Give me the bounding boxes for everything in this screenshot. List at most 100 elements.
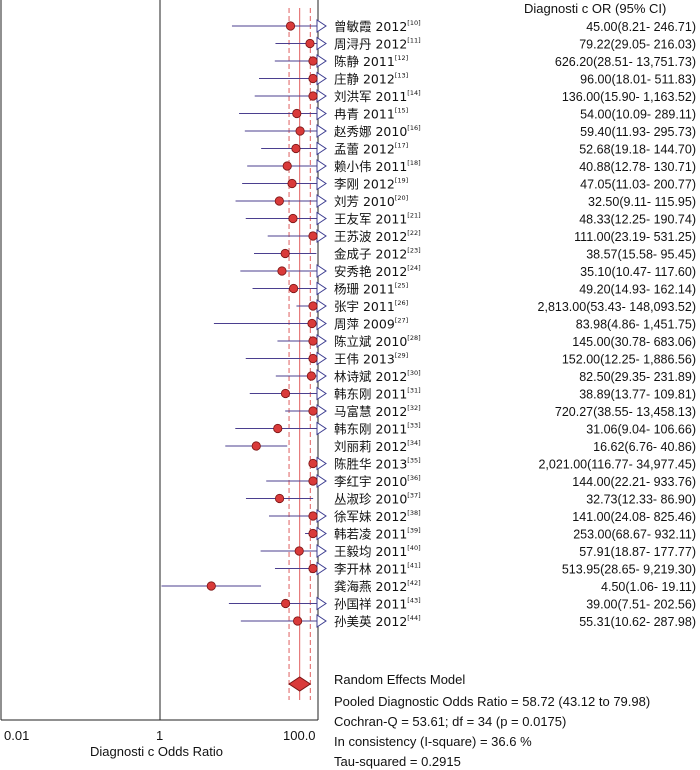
ci-arrow [316, 194, 327, 208]
point-estimate [308, 353, 318, 364]
study-ref: [44] [407, 614, 420, 622]
point-estimate [308, 528, 318, 539]
study-name: 孟蕾 2012 [334, 142, 395, 157]
study-row: 刘芳 2010[20] 32.50(9.11- 115.95) [235, 194, 696, 209]
study-ref: [14] [407, 89, 420, 97]
study-name: 韩若凌 2011 [334, 527, 407, 542]
study-or-value: 57.91(18.87- 177.77) [579, 545, 696, 559]
ci-arrow [316, 54, 327, 68]
study-label: 徐军妹 2012[38] [334, 509, 421, 524]
study-row: 周浔丹 2012[11] 79.22(29.05- 216.03) [275, 37, 696, 52]
study-name: 张宇 2011 [334, 299, 395, 314]
study-row: 张宇 2011[26] 2,813.00(53.43- 148,093.52) [296, 299, 696, 314]
study-name: 庄静 2012 [334, 72, 395, 87]
study-name: 曾敏霞 2012 [334, 19, 407, 34]
study-label: 杨珊 2011[25] [334, 282, 408, 297]
study-ref: [26] [395, 299, 408, 307]
study-label: 刘丽莉 2012[34] [334, 439, 421, 454]
study-or-value: 253.00(68.67- 932.11) [573, 528, 696, 542]
study-name: 赖小伟 2011 [334, 159, 407, 174]
study-name: 王毅均 2011 [334, 544, 407, 559]
summary-model: Random Effects Model [334, 672, 466, 687]
study-label: 张宇 2011[26] [334, 299, 408, 314]
study-row: 龚海燕 2012[42] 4.50(1.06- 19.11) [161, 579, 696, 594]
ci-arrow [316, 141, 327, 156]
ci-arrow [316, 264, 327, 278]
study-ref: [28] [407, 334, 420, 342]
study-ref: [23] [407, 247, 420, 255]
ci-arrow [316, 561, 327, 576]
study-or-value: 2,813.00(53.43- 148,093.52) [538, 300, 696, 314]
study-row: 王苏波 2012[22] 111.00(23.19- 531.25) [267, 229, 696, 244]
point-estimate [293, 616, 303, 626]
study-or-value: 32.50(9.11- 115.95) [588, 195, 696, 209]
point-estimate [206, 581, 216, 591]
study-name: 李红宇 2010 [334, 474, 407, 489]
ci-arrow [316, 211, 327, 226]
study-ref: [11] [407, 37, 420, 45]
study-row: 王友军 2011[21] 48.33(12.25- 190.74) [245, 211, 696, 227]
study-row: 金成子 2012[23] 38.57(15.58- 95.45) [254, 247, 696, 262]
study-or-value: 136.00(15.90- 1,163.52) [562, 90, 696, 104]
study-or-value: 96.00(18.01- 511.83) [580, 73, 696, 87]
study-row: 李刚 2012[19] 47.05(11.03- 200.77) [242, 177, 696, 192]
study-name: 金成子 2012 [334, 247, 407, 262]
study-label: 李开林 2011[41] [334, 562, 421, 577]
point-estimate [308, 336, 318, 346]
ci-arrow [316, 316, 327, 331]
study-label: 王友军 2011[21] [334, 212, 421, 227]
study-row: 庄静 2012[13] 96.00(18.01- 511.83) [258, 72, 696, 87]
point-estimate [291, 143, 301, 154]
study-label: 周萍 2009[27] [334, 317, 408, 332]
point-estimate [292, 108, 302, 119]
point-estimate [308, 458, 318, 469]
study-row: 韩东刚 2011[33] 31.06(9.04- 106.66) [235, 422, 696, 437]
study-or-value: 38.57(15.58- 95.45) [586, 248, 696, 262]
ci-arrow [316, 299, 327, 313]
study-ref: [21] [407, 212, 420, 220]
study-ref: [34] [407, 439, 420, 447]
study-ref: [43] [407, 597, 420, 605]
study-label: 丛淑珍 2010[37] [334, 492, 421, 507]
study-ref: [36] [407, 474, 420, 482]
study-name: 刘芳 2010 [334, 194, 395, 209]
study-label: 孟蕾 2012[17] [334, 142, 408, 157]
study-or-value: 79.22(29.05- 216.03) [579, 38, 696, 52]
study-label: 孙美英 2012[44] [334, 614, 421, 629]
study-name: 韩东刚 2011 [334, 387, 407, 402]
study-name: 王伟 2013 [334, 352, 395, 367]
study-label: 安秀艳 2012[24] [334, 264, 421, 279]
study-or-value: 720.27(38.55- 13,458.13) [555, 405, 696, 419]
study-name: 刘丽莉 2012 [334, 439, 407, 454]
study-label: 陈立斌 2010[28] [334, 334, 421, 349]
point-estimate [308, 511, 318, 521]
summary-pooled: Pooled Diagnostic Odds Ratio = 58.72 (43… [334, 694, 651, 709]
study-row: 丛淑珍 2010[37] 32.73(12.33- 86.90) [245, 492, 696, 507]
study-row: 林诗斌 2012[30] 82.50(29.35- 231.89) [275, 369, 696, 384]
study-label: 刘洪军 2011[14] [334, 89, 421, 104]
study-label: 韩东刚 2011[31] [334, 387, 421, 402]
ci-arrow [316, 281, 327, 296]
study-or-value: 152.00(12.25- 1,886.56) [562, 353, 696, 367]
study-or-value: 59.40(11.93- 295.73) [580, 125, 696, 139]
study-label: 刘芳 2010[20] [334, 194, 408, 209]
ci-arrow [316, 421, 327, 436]
study-rows: 曾敏霞 2012[10] 45.00(8.21- 246.71)周浔丹 2012[… [161, 19, 696, 629]
study-or-value: 31.06(9.04- 106.66) [586, 423, 696, 437]
point-estimate [295, 126, 305, 136]
study-or-value: 145.00(30.78- 683.06) [572, 335, 696, 349]
study-or-value: 626.20(28.51- 13,751.73) [555, 55, 696, 69]
point-estimate [308, 231, 318, 241]
study-ref: [22] [407, 229, 420, 237]
ci-arrow [316, 526, 327, 541]
study-or-value: 48.33(12.25- 190.74) [579, 213, 696, 227]
study-ref: [13] [395, 72, 408, 80]
study-row: 刘洪军 2011[14] 136.00(15.90- 1,163.52) [254, 89, 696, 104]
study-name: 李开林 2011 [334, 562, 407, 577]
study-label: 龚海燕 2012[42] [334, 579, 421, 594]
study-ref: [42] [407, 579, 420, 587]
study-row: 韩东刚 2011[31] 38.89(13.77- 109.81) [249, 387, 696, 402]
point-estimate [274, 493, 285, 504]
study-name: 周浔丹 2012 [334, 37, 407, 52]
study-or-value: 82.50(29.35- 231.89) [579, 370, 696, 384]
